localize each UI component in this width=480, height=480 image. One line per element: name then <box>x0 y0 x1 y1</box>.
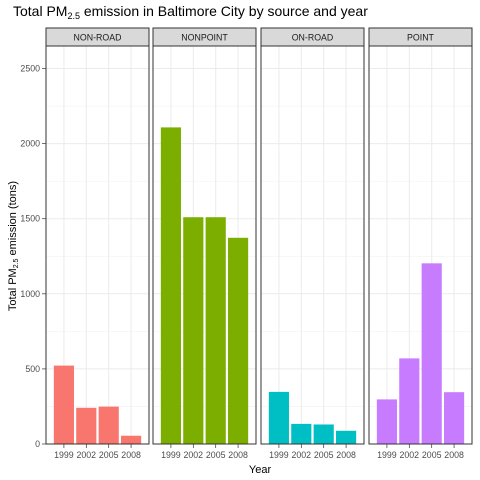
bar-on-road-2005 <box>313 424 334 444</box>
bar-on-road-1999 <box>268 391 289 444</box>
y-tick-label: 500 <box>25 364 40 374</box>
y-tick-label: 2000 <box>20 139 40 149</box>
x-tick-label: 2002 <box>77 450 97 460</box>
strip-label: NON-ROAD <box>74 33 122 43</box>
bar-non-road-2008 <box>121 435 142 444</box>
y-axis-title: Total PM2.5 emission (tons) <box>7 181 20 311</box>
chart-title-rest: emission in Baltimore City by source and… <box>80 3 368 19</box>
strip-label: POINT <box>407 33 435 43</box>
x-tick-label: 2005 <box>99 450 119 460</box>
y-tick-label: 2500 <box>20 64 40 74</box>
bar-on-road-2002 <box>291 423 312 444</box>
panel-point: POINT 1999 2002 2005 2008 <box>368 27 473 460</box>
x-tick-label: 2008 <box>121 450 141 460</box>
panel-background <box>261 46 364 444</box>
strip-background <box>152 27 257 47</box>
strip-background <box>368 27 473 47</box>
strip-label: ON-ROAD <box>292 33 334 43</box>
x-tick-label: 2002 <box>184 450 204 460</box>
panel-nonpoint: NONPOINT 1999 2002 2005 2008 <box>152 27 257 460</box>
bar-point-2008 <box>444 392 465 444</box>
x-tick-label: 1999 <box>54 450 74 460</box>
y-tick-label: 0 <box>35 439 40 449</box>
chart-title: Total PM2.5 emission in Baltimore City b… <box>13 3 368 21</box>
bar-nonpoint-2008 <box>228 237 249 444</box>
x-tick-label: 2005 <box>422 450 442 460</box>
bar-point-1999 <box>376 399 397 444</box>
y-tick-label: 1500 <box>20 214 40 224</box>
strip-background <box>260 27 365 47</box>
bar-nonpoint-1999 <box>160 127 181 444</box>
y-axis-title-subscript: 2.5 <box>13 258 20 268</box>
x-tick-label: 1999 <box>377 450 397 460</box>
y-axis: 0 500 1000 1500 2000 2500 <box>20 64 46 449</box>
y-tick-label: 1000 <box>20 289 40 299</box>
x-tick-label: 1999 <box>269 450 289 460</box>
x-tick-label: 2008 <box>336 450 356 460</box>
bar-point-2005 <box>421 263 442 444</box>
x-tick-label: 2008 <box>228 450 248 460</box>
y-axis-title-main: Total PM <box>7 268 19 311</box>
bar-nonpoint-2002 <box>183 217 204 444</box>
panel-background <box>369 46 472 444</box>
x-tick-label: 2005 <box>206 450 226 460</box>
panel-non-road: NON-ROAD 1999 2002 2005 2008 <box>45 27 150 460</box>
x-axis-title: Year <box>249 464 272 476</box>
bar-on-road-2008 <box>336 430 357 444</box>
chart-title-subscript: 2.5 <box>67 11 80 21</box>
bar-point-2002 <box>399 358 420 444</box>
x-tick-label: 2008 <box>444 450 464 460</box>
x-tick-label: 2005 <box>314 450 334 460</box>
x-tick-label: 2002 <box>400 450 420 460</box>
panel-on-road: ON-ROAD 1999 2002 2005 2008 <box>260 27 365 460</box>
bar-nonpoint-2005 <box>205 217 226 444</box>
chart-title-main: Total PM <box>13 3 67 19</box>
bar-non-road-1999 <box>53 365 74 444</box>
strip-background <box>45 27 150 47</box>
x-tick-label: 1999 <box>161 450 181 460</box>
bar-non-road-2005 <box>98 406 119 444</box>
x-tick-label: 2002 <box>292 450 312 460</box>
strip-label: NONPOINT <box>181 33 228 43</box>
bar-non-road-2002 <box>76 407 97 444</box>
y-axis-title-rest: emission (tons) <box>7 181 19 259</box>
